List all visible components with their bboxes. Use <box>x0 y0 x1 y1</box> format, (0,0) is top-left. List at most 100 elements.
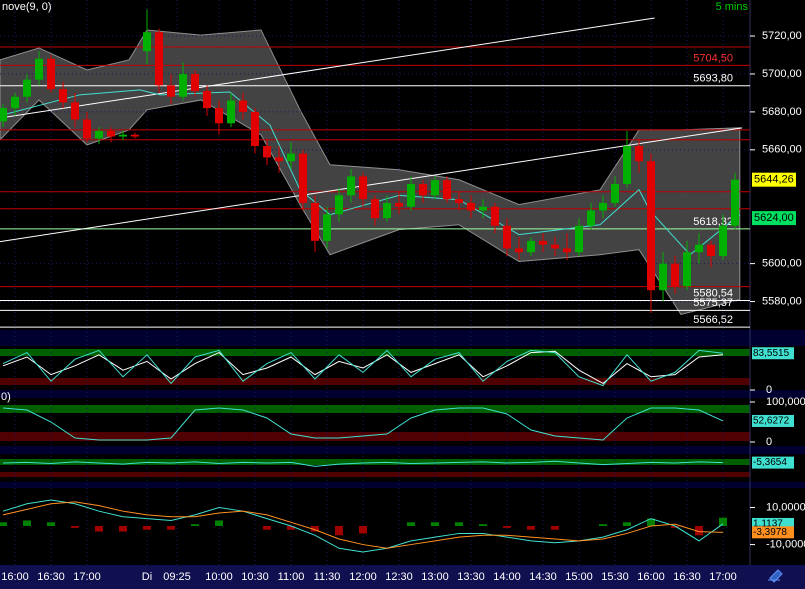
candle-body <box>515 248 523 253</box>
indicator-line <box>2 349 724 387</box>
candle-body <box>503 225 511 249</box>
indicator-line <box>2 350 724 385</box>
candle-body <box>599 202 607 211</box>
panel-caption: 0) <box>1 391 11 403</box>
trend-line <box>0 127 743 243</box>
candle-body <box>311 202 319 241</box>
candle-body <box>347 176 355 196</box>
histogram-bar <box>215 520 223 527</box>
candle-body <box>131 134 139 137</box>
candle-body <box>47 58 55 90</box>
candle-body <box>191 73 199 92</box>
histogram-bar <box>119 526 127 532</box>
x-tick-label: 12:30 <box>385 571 413 583</box>
panel-separator <box>0 446 805 454</box>
histogram-bar <box>143 526 151 530</box>
overbought-zone <box>0 405 750 413</box>
value-box <box>752 414 794 427</box>
histogram-bar <box>647 518 655 527</box>
x-tick-label: 15:30 <box>601 571 629 583</box>
x-tick-label: 13:30 <box>457 571 485 583</box>
price-box-label: 5624,00 <box>754 212 794 224</box>
price-box <box>752 211 796 226</box>
candle-body <box>383 202 391 219</box>
candle-body <box>647 161 655 291</box>
candle-body <box>83 119 91 139</box>
y-tick-label: 100,0000 <box>766 396 805 408</box>
overbought-zone <box>0 349 750 356</box>
candle-body <box>467 202 475 211</box>
candle-body <box>227 100 235 124</box>
x-tick-label: 15:00 <box>565 571 593 583</box>
candle-body <box>359 176 367 200</box>
x-tick-label: Di <box>142 571 152 583</box>
x-tick-label: 16:00 <box>1 571 29 583</box>
level-label: 5618,32 <box>693 216 733 228</box>
candle-body <box>563 248 571 253</box>
value-box-label: 52,6272 <box>753 416 790 427</box>
candle-body <box>23 79 31 97</box>
histogram-bar <box>47 522 55 527</box>
candle-body <box>179 73 187 97</box>
candle-body <box>455 199 463 203</box>
interval-label: 5 mins <box>716 1 749 13</box>
candle-body <box>59 89 67 103</box>
candle-body <box>731 179 739 226</box>
candle-body <box>407 183 415 207</box>
histogram-bar <box>71 526 79 528</box>
y-tick-label: 5580,00 <box>762 295 802 307</box>
indicator-title: nove(9, 0) <box>2 1 52 13</box>
candle-body <box>395 202 403 207</box>
candle-body <box>539 240 547 245</box>
level-label: 5693,80 <box>693 73 733 85</box>
histogram-bar <box>311 526 319 532</box>
histogram-bar <box>551 526 559 530</box>
candle-body <box>659 263 667 291</box>
candle-body <box>575 225 583 253</box>
histogram-bar <box>23 520 31 527</box>
histogram-bar <box>287 526 295 530</box>
panel-separator <box>0 390 805 398</box>
level-label: 5580,54 <box>693 287 733 299</box>
x-tick-label: 11:30 <box>314 571 341 583</box>
level-label: 5704,50 <box>693 52 733 64</box>
candle-body <box>203 91 211 109</box>
value-box-label: 83,5515 <box>753 348 790 359</box>
moving-average <box>0 89 741 256</box>
x-tick-label: 14:00 <box>493 571 521 583</box>
histogram-bar <box>671 526 679 528</box>
histogram-bar <box>503 526 511 528</box>
histogram-bar <box>719 517 727 527</box>
candle-body <box>275 157 283 162</box>
candle-body <box>479 206 487 211</box>
x-tick-label: 16:30 <box>37 571 65 583</box>
scroll-icon[interactable] <box>768 569 783 583</box>
overbought-zone <box>0 459 750 465</box>
candle-body <box>431 180 439 196</box>
candle-body <box>707 244 715 257</box>
value-box <box>752 347 794 360</box>
histogram-bar <box>431 522 439 527</box>
value-box-label: -3,3978 <box>753 527 787 538</box>
x-tick-label: 14:30 <box>529 571 557 583</box>
x-tick-label: 16:00 <box>637 571 665 583</box>
histogram-bar <box>455 522 463 527</box>
price-box-label: 5644,26 <box>754 174 794 186</box>
value-box-label: 1,1137 <box>753 519 783 530</box>
candle-body <box>419 183 427 196</box>
candle-body <box>215 108 223 124</box>
histogram-bar <box>695 526 703 536</box>
candle-body <box>635 146 643 162</box>
y-tick-label: 5700,00 <box>762 68 802 80</box>
candle-body <box>263 146 271 158</box>
y-tick-label: -10,0000 <box>766 538 805 550</box>
histogram-bar <box>599 524 607 527</box>
candle-body <box>35 58 43 80</box>
histogram-bar <box>527 526 535 530</box>
candle-body <box>287 153 295 162</box>
histogram-bar <box>263 526 271 530</box>
candle-body <box>11 96 19 109</box>
candle-body <box>239 100 247 112</box>
